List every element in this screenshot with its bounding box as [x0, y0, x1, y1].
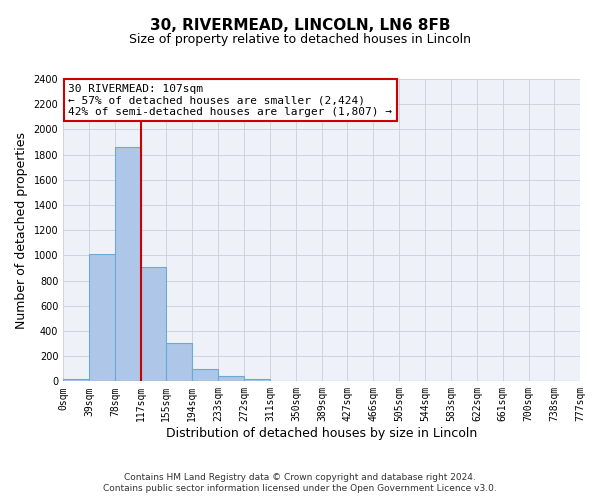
Y-axis label: Number of detached properties: Number of detached properties — [15, 132, 28, 328]
Bar — [192, 368, 218, 382]
Bar — [166, 343, 192, 382]
Bar — [89, 254, 115, 382]
Bar — [244, 379, 270, 382]
Text: Size of property relative to detached houses in Lincoln: Size of property relative to detached ho… — [129, 32, 471, 46]
Bar — [115, 147, 141, 382]
Text: 30 RIVERMEAD: 107sqm
← 57% of detached houses are smaller (2,424)
42% of semi-de: 30 RIVERMEAD: 107sqm ← 57% of detached h… — [68, 84, 392, 116]
Bar — [141, 268, 166, 382]
X-axis label: Distribution of detached houses by size in Lincoln: Distribution of detached houses by size … — [166, 427, 477, 440]
Bar — [63, 379, 89, 382]
Text: Contains public sector information licensed under the Open Government Licence v3: Contains public sector information licen… — [103, 484, 497, 493]
Text: 30, RIVERMEAD, LINCOLN, LN6 8FB: 30, RIVERMEAD, LINCOLN, LN6 8FB — [150, 18, 450, 32]
Bar — [218, 376, 244, 382]
Text: Contains HM Land Registry data © Crown copyright and database right 2024.: Contains HM Land Registry data © Crown c… — [124, 472, 476, 482]
